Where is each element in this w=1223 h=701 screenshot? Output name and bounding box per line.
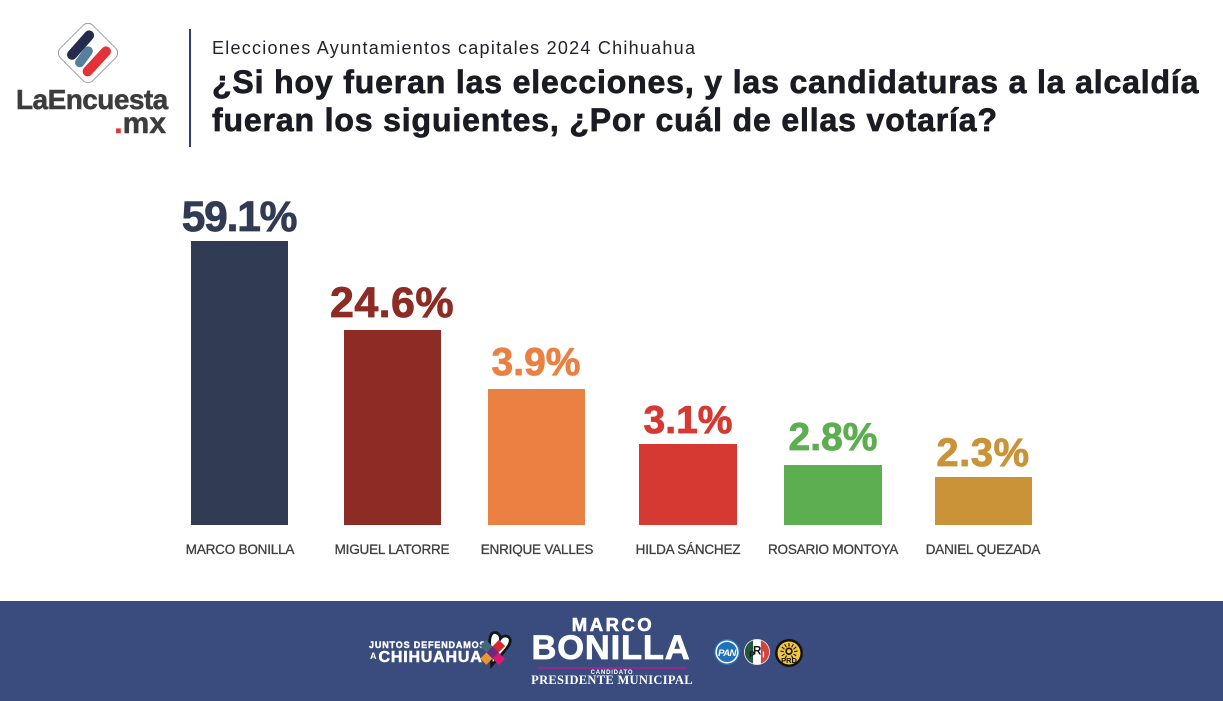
svg-text:P: P: [749, 650, 755, 660]
svg-text:R: R: [753, 645, 762, 657]
svg-text:PRD: PRD: [781, 656, 797, 665]
svg-text:PAN: PAN: [718, 648, 737, 659]
svg-text:I: I: [762, 650, 764, 660]
